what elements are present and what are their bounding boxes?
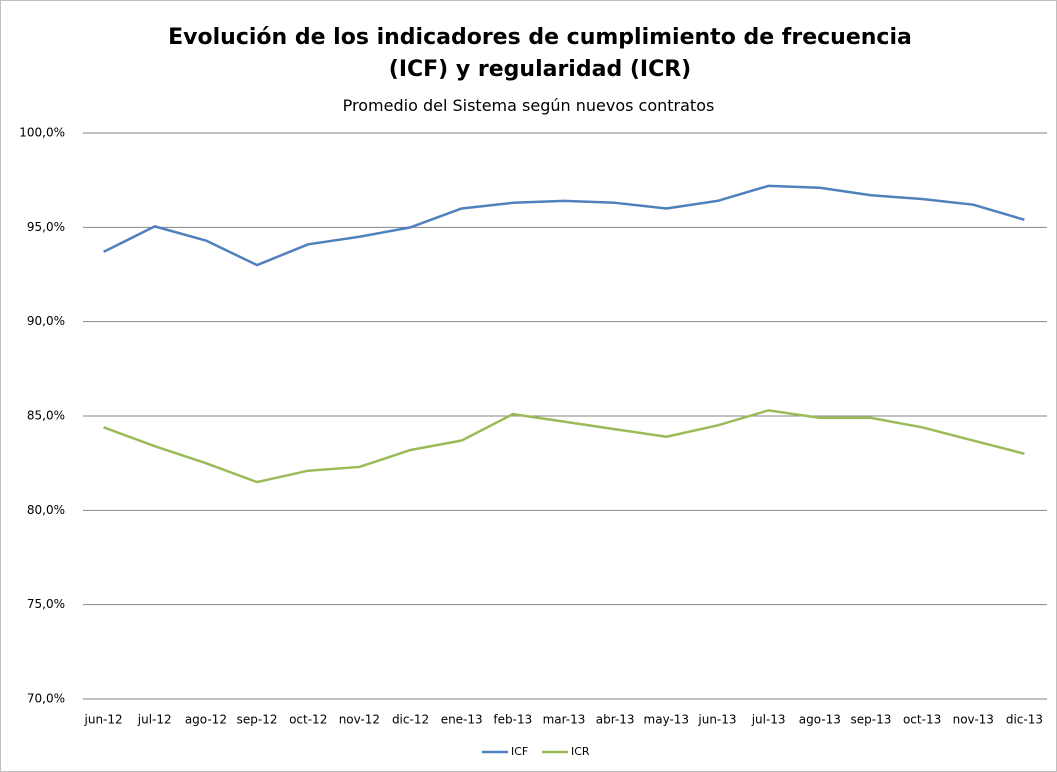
x-tick-label: dic-13 [1006, 713, 1043, 727]
x-tick-label: feb-13 [493, 713, 532, 727]
x-tick-label: dic-12 [392, 713, 429, 727]
y-tick-label: 70,0% [27, 692, 65, 706]
y-tick-label: 95,0% [27, 220, 65, 234]
x-tick-label: jul-12 [137, 713, 172, 727]
x-tick-label: jul-13 [751, 713, 786, 727]
x-tick-label: sep-13 [851, 713, 892, 727]
x-tick-label: oct-12 [289, 713, 327, 727]
chart-subtitle: Promedio del Sistema según nuevos contra… [342, 96, 715, 115]
y-tick-label: 80,0% [27, 503, 65, 517]
x-tick-label: jun-12 [84, 713, 123, 727]
x-tick-label: ago-13 [799, 713, 841, 727]
x-tick-label: nov-12 [339, 713, 380, 727]
x-tick-label: may-13 [644, 713, 690, 727]
x-tick-label: abr-13 [596, 713, 635, 727]
y-tick-label: 75,0% [27, 597, 65, 611]
x-tick-label: jun-13 [697, 713, 736, 727]
x-tick-label: oct-13 [903, 713, 941, 727]
x-tick-label: nov-13 [953, 713, 994, 727]
x-tick-label: ago-12 [185, 713, 227, 727]
chart-title: Evolución de los indicadores de cumplimi… [168, 25, 912, 82]
legend-label: ICF [511, 745, 528, 758]
legend-label: ICR [571, 745, 590, 758]
line-series [103, 409, 1025, 484]
x-tick-label: mar-13 [543, 713, 586, 727]
y-tick-label: 90,0% [27, 314, 65, 328]
x-tick-label: ene-13 [441, 713, 483, 727]
x-tick-label: sep-12 [237, 713, 278, 727]
line-series [103, 184, 1025, 267]
y-tick-label: 85,0% [27, 409, 65, 423]
y-tick-label: 100,0% [19, 126, 65, 140]
